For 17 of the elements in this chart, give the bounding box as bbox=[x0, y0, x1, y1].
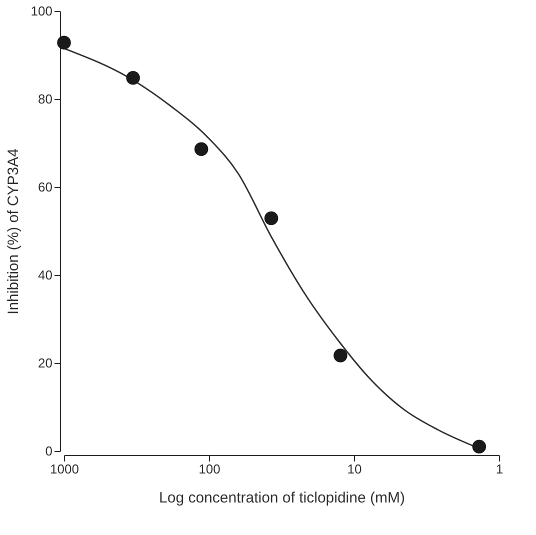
point bbox=[57, 36, 71, 50]
x-axis-title: Log concentration of ticlopidine (mM) bbox=[159, 490, 405, 506]
x-tick-label: 1 bbox=[496, 462, 504, 476]
y-tick-label: 40 bbox=[38, 268, 52, 282]
x-tick-label: 1000 bbox=[50, 462, 79, 476]
point bbox=[264, 211, 278, 226]
y-tick-label: 20 bbox=[38, 356, 52, 370]
y-tick-label: 60 bbox=[38, 180, 52, 194]
x-tick-label: 100 bbox=[198, 462, 220, 476]
y-tick-label: 0 bbox=[45, 444, 52, 458]
y-axis-title: Inhibition (%) of CYP3A4 bbox=[4, 148, 22, 314]
y-tick-label: 80 bbox=[38, 92, 52, 106]
y-tick-label: 100 bbox=[30, 4, 52, 18]
x-tick-label: 10 bbox=[347, 462, 362, 476]
point bbox=[334, 348, 348, 362]
point bbox=[126, 71, 140, 85]
point bbox=[194, 142, 208, 156]
